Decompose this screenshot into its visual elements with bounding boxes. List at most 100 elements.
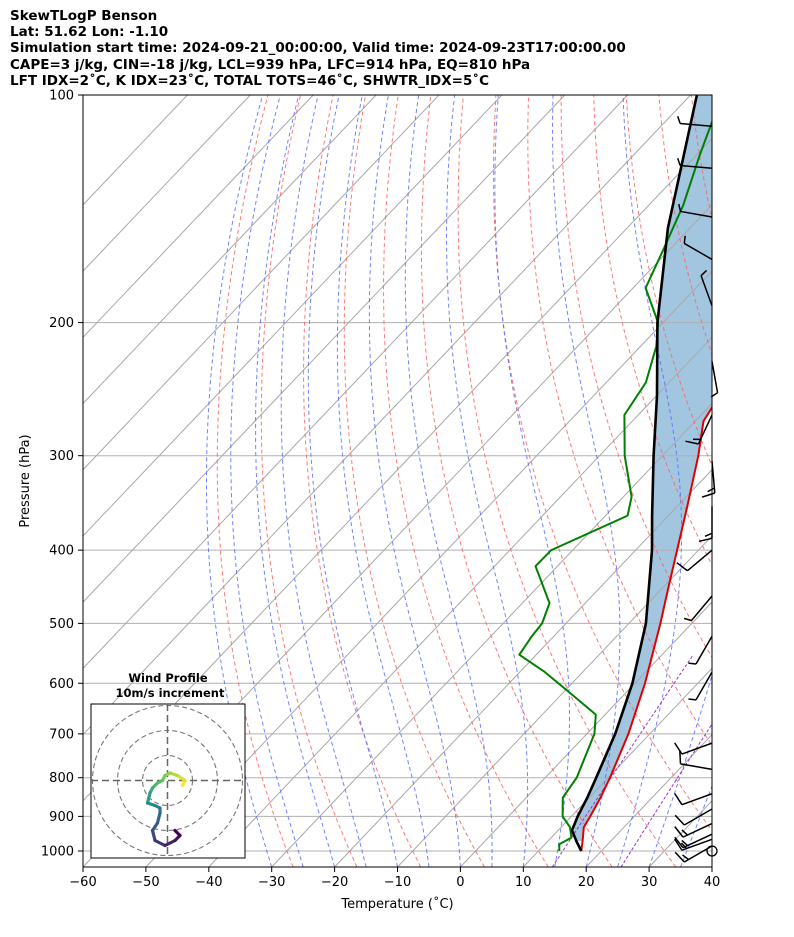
hodograph-segment — [153, 838, 167, 848]
dry-adiabat — [527, 95, 712, 747]
x-tick-label: −50 — [132, 875, 159, 890]
y-tick-label: 900 — [49, 810, 74, 825]
x-tick-label: 10 — [515, 875, 532, 890]
wind-barb-flag — [676, 562, 688, 572]
moist-adiabat — [680, 784, 712, 867]
isotherm-line — [585, 733, 712, 867]
wind-barb-shaft — [682, 822, 713, 838]
wind-barb-shaft — [700, 275, 713, 306]
isotherm-line — [522, 667, 712, 867]
hodograph-segment — [145, 791, 152, 805]
dry-adiabat — [303, 95, 422, 867]
moist-adiabat — [255, 95, 336, 867]
wind-barb-flag — [683, 235, 686, 244]
wind-barb-flag — [674, 851, 685, 863]
wind-barb-shaft — [683, 808, 713, 826]
wind-barb-shaft — [681, 838, 713, 851]
moist-adiabat — [368, 95, 461, 867]
moist-adiabat — [648, 673, 712, 867]
wind-barb — [677, 158, 713, 170]
wind-barb — [710, 361, 719, 398]
dewpoint-profile-line — [518, 119, 712, 851]
moist-adiabat — [307, 95, 398, 867]
wind-barb — [688, 635, 713, 665]
wind-barb — [700, 269, 713, 306]
moist-adiabat — [404, 95, 493, 867]
x-tick-label: −60 — [69, 875, 96, 890]
moist-adiabat — [230, 95, 304, 867]
y-tick-label: 500 — [49, 617, 74, 632]
dry-adiabat — [560, 95, 712, 659]
moist-adiabat — [711, 865, 712, 867]
wind-barb-flag — [700, 269, 708, 277]
wind-barb-shaft — [695, 671, 713, 701]
wind-barb-flag — [688, 662, 697, 665]
dry-adiabat — [789, 95, 794, 867]
isotherm-line — [334, 469, 712, 867]
hodograph-segment — [150, 828, 157, 843]
wind-barb-flag — [701, 492, 716, 498]
x-tick-label: −40 — [195, 875, 222, 890]
isotherm-line — [711, 866, 712, 867]
isotherm-line — [83, 95, 503, 537]
hodograph-segment — [155, 811, 162, 825]
wind-barb — [685, 414, 713, 445]
wind-barb-shaft — [697, 414, 713, 445]
isotherm-line — [145, 270, 712, 867]
wind-barb — [674, 793, 713, 806]
dry-adiabat — [724, 95, 794, 867]
y-tick-label: 400 — [49, 544, 74, 559]
dry-adiabat — [457, 95, 677, 867]
wind-barb-shaft — [695, 635, 713, 665]
isotherm-line — [83, 95, 691, 736]
wind-barb — [674, 808, 713, 826]
calm-wind-marker — [706, 845, 718, 857]
hodograph-title: Wind Profile — [128, 671, 208, 685]
moist-adiabat — [617, 95, 683, 867]
isotherm-line — [83, 95, 377, 405]
isotherm-line — [83, 95, 566, 603]
wind-barb-flag — [677, 158, 681, 166]
dry-adiabat — [343, 95, 485, 867]
header-line-5: LFT IDX=2˚C, K IDX=23˚C, TOTAL TOTS=46˚C… — [10, 73, 490, 89]
wind-barb-flag — [688, 698, 697, 701]
wind-barb-flag — [677, 116, 681, 124]
wind-barb-flag — [674, 814, 685, 826]
wind-barb-shaft — [690, 595, 713, 622]
wind-barb-shaft — [680, 164, 713, 170]
dry-adiabat — [260, 95, 358, 867]
y-tick-label: 200 — [49, 316, 74, 331]
wind-barb-flag — [674, 793, 683, 806]
y-axis-label: Pressure (hPa) — [18, 434, 33, 527]
dry-adiabat — [382, 95, 549, 867]
x-tick-label: 0 — [456, 875, 464, 890]
wind-barb-flag — [674, 836, 684, 849]
wind-barb-shaft — [711, 461, 716, 494]
wind-barb — [683, 235, 713, 261]
cape-shading — [572, 95, 712, 841]
wind-barb-flag — [685, 440, 699, 445]
dry-adiabat — [757, 95, 794, 867]
x-axis-label: Temperature (˚C) — [340, 896, 453, 912]
wind-barb-flag — [680, 842, 688, 850]
wind-barb-flag — [704, 532, 713, 537]
isotherm-line — [83, 95, 629, 670]
moist-adiabat — [446, 95, 529, 867]
wind-barb-flag — [674, 838, 683, 851]
wind-barbs — [674, 116, 719, 863]
wind-barb — [676, 549, 713, 572]
isotherm-line — [397, 535, 712, 867]
y-tick-label: 300 — [49, 449, 74, 464]
x-tick-label: 20 — [578, 875, 595, 890]
isotherm-line — [83, 95, 314, 339]
wind-barb-shaft — [680, 210, 713, 218]
header-line-1: SkewTLogP Benson — [10, 8, 158, 24]
wind-barb-shaft — [683, 242, 713, 261]
hodograph-subtitle: 10m/s increment — [116, 686, 225, 700]
wind-barb-flag — [683, 617, 692, 622]
moist-adiabat — [494, 95, 570, 867]
wind-barb — [678, 203, 713, 218]
x-tick-label: −20 — [321, 875, 348, 890]
moist-adiabat — [336, 95, 430, 867]
parcel-path-line — [570, 95, 699, 852]
